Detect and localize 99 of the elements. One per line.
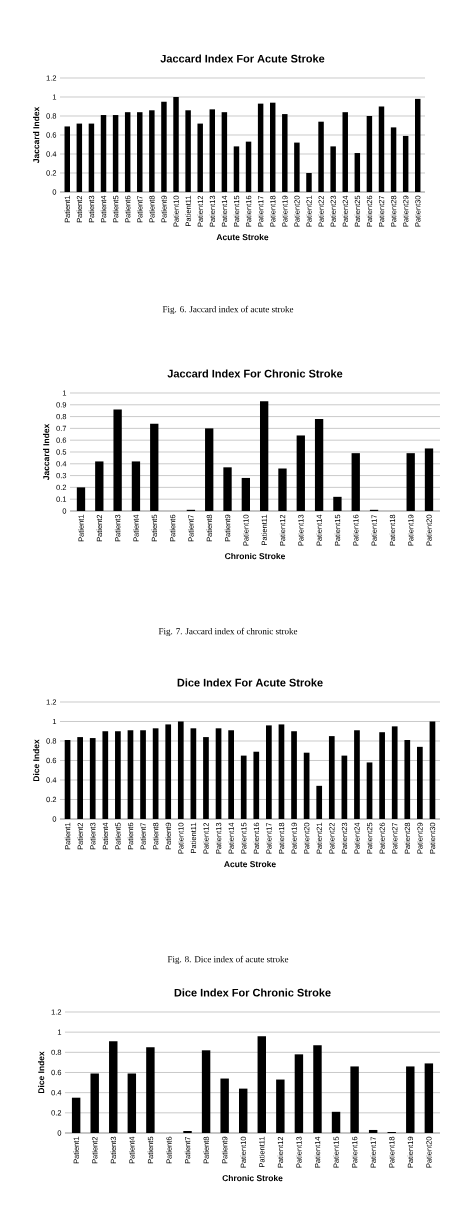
bar bbox=[245, 141, 252, 192]
bar bbox=[240, 755, 247, 819]
bar bbox=[390, 127, 397, 192]
bar bbox=[228, 730, 234, 819]
bar bbox=[354, 153, 361, 192]
bar bbox=[165, 724, 172, 819]
bar bbox=[276, 1079, 285, 1133]
bar bbox=[64, 126, 70, 192]
bar bbox=[415, 98, 421, 192]
bar bbox=[328, 736, 335, 819]
bar bbox=[350, 1066, 359, 1133]
bar bbox=[205, 428, 214, 511]
bar bbox=[89, 738, 96, 819]
bar bbox=[424, 448, 434, 511]
y-axis-title: Dice Index bbox=[38, 1051, 45, 1094]
bar bbox=[342, 112, 348, 192]
bar bbox=[150, 423, 159, 511]
bar bbox=[316, 785, 323, 819]
bar bbox=[137, 112, 143, 192]
bar bbox=[76, 487, 86, 511]
bar bbox=[406, 453, 415, 511]
bar bbox=[146, 1047, 155, 1133]
chart-title: Jaccard Index For Acute Stroke bbox=[160, 54, 325, 63]
chart-title: Dice Index For Acute Stroke bbox=[177, 678, 323, 687]
x-axis-title: Acute Stroke bbox=[216, 233, 269, 241]
bar bbox=[333, 496, 342, 511]
y-axis-title: Jaccard Index bbox=[43, 423, 50, 481]
bar bbox=[296, 435, 305, 511]
bar bbox=[71, 1097, 81, 1133]
bar bbox=[115, 731, 121, 819]
bar bbox=[220, 1078, 229, 1133]
bar bbox=[351, 453, 360, 511]
bar bbox=[260, 401, 269, 511]
chart-title: Dice Index For Chronic Stroke bbox=[174, 988, 331, 997]
bar bbox=[173, 96, 179, 192]
bar bbox=[88, 123, 95, 192]
bar bbox=[201, 1050, 211, 1133]
caption: Fig. 7. Jaccard index of chronic stroke bbox=[158, 627, 298, 637]
bar bbox=[131, 461, 141, 511]
bar bbox=[183, 1130, 192, 1133]
bar bbox=[266, 725, 272, 819]
bar bbox=[197, 123, 203, 192]
bar bbox=[368, 1129, 378, 1133]
bar bbox=[76, 123, 83, 192]
x-axis-title: Chronic Stroke bbox=[224, 552, 286, 560]
bar bbox=[402, 135, 409, 192]
x-axis-title: Acute Stroke bbox=[224, 860, 276, 868]
bar bbox=[366, 115, 373, 192]
bar bbox=[233, 146, 240, 192]
bar bbox=[223, 467, 232, 511]
bar bbox=[424, 1063, 434, 1133]
x-axis-title: Chronic Stroke bbox=[222, 1174, 283, 1182]
caption: Fig. 6. Jaccard index of acute stroke bbox=[162, 305, 294, 315]
bar bbox=[77, 737, 83, 819]
bar bbox=[306, 172, 312, 192]
bar bbox=[354, 730, 360, 819]
bar bbox=[257, 1036, 266, 1133]
bar bbox=[221, 112, 228, 192]
bar bbox=[253, 751, 260, 819]
bar bbox=[100, 115, 107, 192]
bar bbox=[241, 477, 250, 511]
bar bbox=[109, 1041, 118, 1133]
bar bbox=[391, 726, 398, 819]
bar bbox=[127, 1073, 137, 1133]
bar bbox=[269, 102, 276, 192]
bar bbox=[278, 468, 287, 511]
bar bbox=[313, 1045, 322, 1133]
bar bbox=[140, 730, 146, 819]
bar bbox=[203, 737, 209, 819]
bar bbox=[378, 106, 385, 192]
bar bbox=[318, 121, 324, 192]
bar bbox=[209, 109, 216, 192]
bar bbox=[417, 746, 423, 819]
bar bbox=[185, 110, 191, 192]
y-axis-title: Dice Index bbox=[33, 739, 40, 782]
bar bbox=[95, 461, 104, 511]
bar bbox=[379, 732, 385, 819]
bar bbox=[113, 409, 122, 511]
chart-title: Jaccard Index For Chronic Stroke bbox=[167, 369, 343, 378]
bar bbox=[239, 1088, 248, 1133]
bar bbox=[282, 114, 288, 192]
bar bbox=[406, 1066, 415, 1133]
bar bbox=[149, 110, 155, 192]
bar bbox=[314, 418, 324, 511]
bar bbox=[161, 101, 167, 192]
bar bbox=[330, 146, 336, 192]
caption: Fig. 8. Dice index of acute stroke bbox=[167, 955, 289, 965]
bar bbox=[294, 1054, 304, 1133]
bar bbox=[291, 731, 297, 819]
bar bbox=[294, 142, 300, 192]
bar bbox=[177, 721, 184, 819]
bar bbox=[124, 112, 131, 192]
bar bbox=[102, 731, 109, 819]
bar bbox=[331, 1111, 341, 1133]
bar bbox=[257, 103, 264, 192]
y-axis-title: Jaccard Index bbox=[33, 106, 40, 164]
bar bbox=[90, 1073, 99, 1133]
bar bbox=[112, 115, 119, 192]
bar bbox=[404, 740, 411, 819]
